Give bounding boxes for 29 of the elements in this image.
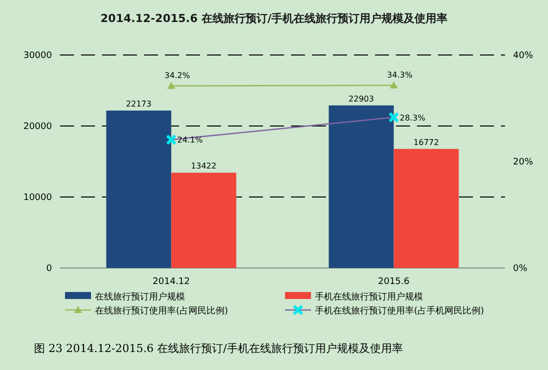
- legend-label: 在线旅行预订使用率(占网民比例): [95, 306, 228, 316]
- legend-label: 在线旅行预订用户规模: [95, 292, 185, 302]
- point: [166, 134, 177, 146]
- y2-tick-label: 20%: [513, 158, 534, 168]
- data-label: 22903: [348, 94, 374, 104]
- y2-tick-label: 40%: [513, 51, 534, 61]
- data-label: 28.3%: [400, 113, 426, 122]
- y-tick-label: 0: [46, 264, 52, 274]
- data-label: 34.2%: [164, 70, 190, 80]
- y2-tick-label: 0%: [513, 264, 528, 274]
- caption: 图 23 2014.12-2015.6 在线旅行预订/手机在线旅行预订用户规模及使用率: [34, 342, 403, 355]
- x-tick-label: 2015.6: [378, 277, 410, 287]
- legend-label: 手机在线旅行预订用户规模: [315, 292, 423, 302]
- chart-title: 2014.12-2015.6 在线旅行预订/手机在线旅行预订用户规模及使用率: [100, 12, 448, 25]
- bar: [106, 110, 172, 268]
- point: [388, 112, 400, 123]
- bar: [394, 148, 459, 268]
- y-tick-label: 10000: [23, 193, 52, 203]
- legend-label: 手机在线旅行预订使用率(占手机网民比例): [315, 306, 484, 316]
- data-label: 22173: [126, 100, 152, 109]
- data-label: 16772: [414, 138, 439, 147]
- data-label: 24.1%: [177, 136, 204, 145]
- y-tick-label: 30000: [23, 51, 52, 61]
- data-label: 13422: [191, 162, 216, 171]
- x-tick-label: 2014.12: [152, 277, 190, 287]
- data-label: 34.3%: [387, 70, 413, 80]
- bar: [171, 172, 236, 268]
- bar: [328, 105, 394, 268]
- y-tick-label: 20000: [23, 122, 52, 132]
